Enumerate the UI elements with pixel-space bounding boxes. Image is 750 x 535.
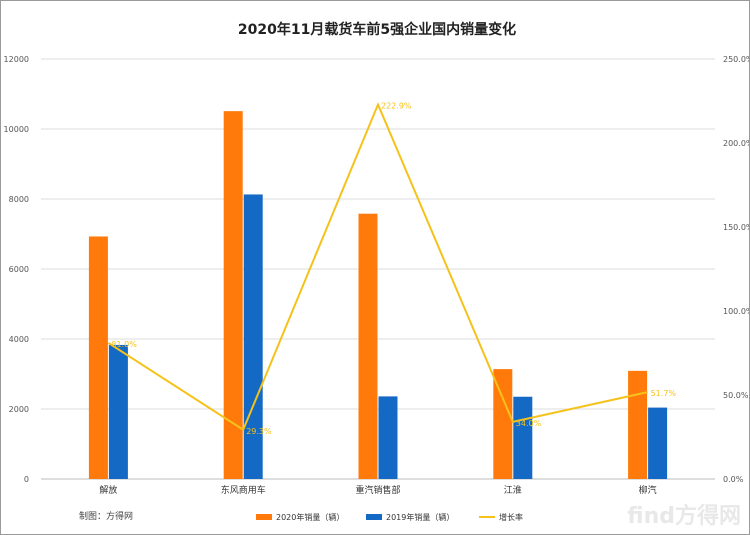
growth-data-label: 51.7% [651, 389, 677, 398]
bars [88, 111, 668, 480]
x-axis: 解放 东风商用车 重汽销售部 江淮 柳汽 [99, 484, 656, 496]
y-right-tick-label: 250.0% [723, 55, 749, 64]
bar-2020 [223, 111, 243, 480]
y-right-tick-label: 200.0% [723, 139, 749, 148]
y-axis-right: 0.0% 50.0% 100.0% 150.0% 200.0% 250.0% [723, 55, 749, 484]
growth-data-label: 222.9% [381, 102, 412, 111]
bar-2019 [243, 194, 263, 479]
bar-2019 [648, 407, 668, 479]
chart-credit: 制图：方得网 [79, 510, 133, 522]
bar-2019 [513, 396, 533, 479]
legend-swatch [256, 514, 272, 520]
y-right-tick-label: 0.0% [723, 475, 744, 484]
y-left-tick-label: 0 [24, 475, 29, 484]
y-left-tick-label: 12000 [4, 55, 29, 64]
bar-2020 [628, 370, 648, 479]
y-axis-left: 0 2000 4000 6000 8000 10000 12000 [4, 55, 29, 484]
legend-label: 2019年销量（辆） [386, 512, 454, 522]
x-tick-label: 解放 [99, 484, 117, 496]
x-tick-label: 柳汽 [639, 484, 657, 496]
growth-data-label: 29.3% [246, 427, 272, 436]
y-right-tick-label: 150.0% [723, 223, 749, 232]
growth-line-path [107, 101, 648, 432]
x-tick-label: 东风商用车 [221, 484, 266, 496]
watermark-logo: find方得网 [627, 504, 741, 529]
legend-swatch [366, 514, 382, 520]
growth-data-label: 81.0% [111, 340, 137, 349]
bar-2020 [88, 236, 108, 479]
gridlines [41, 58, 715, 480]
legend-label: 增长率 [499, 512, 523, 522]
bar-2020 [358, 213, 378, 479]
legend: 2020年销量（辆） 2019年销量（辆） 增长率 [256, 512, 523, 522]
legend-label: 2020年销量（辆） [276, 512, 344, 522]
y-right-tick-label: 100.0% [723, 307, 749, 316]
y-left-tick-label: 10000 [4, 125, 29, 134]
y-left-tick-label: 2000 [9, 405, 29, 414]
bar-2020 [493, 369, 513, 479]
y-left-tick-label: 8000 [9, 195, 29, 204]
chart-title: 2020年11月载货车前5强企业国内销量变化 [238, 21, 516, 38]
y-left-tick-label: 4000 [9, 335, 29, 344]
x-tick-label: 江淮 [504, 485, 522, 496]
bar-2019 [108, 344, 128, 479]
y-right-tick-label: 50.0% [723, 391, 749, 400]
growth-data-label: 34.0% [516, 419, 542, 428]
growth-line: 81.0% 29.3% 222.9% 34.0% 51.7% [107, 101, 677, 436]
y-left-tick-label: 6000 [9, 265, 29, 274]
x-tick-label: 重汽销售部 [355, 484, 400, 496]
bar-2019 [378, 396, 398, 479]
